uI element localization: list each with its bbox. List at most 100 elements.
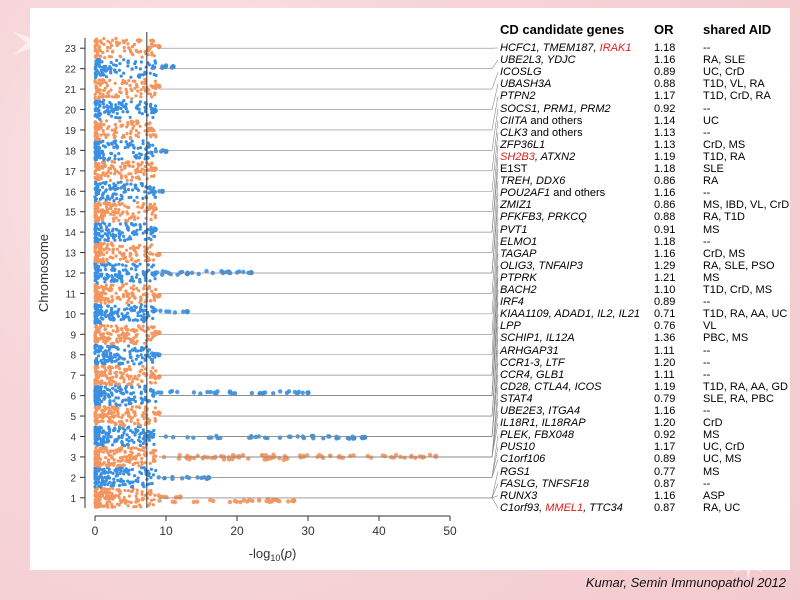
snp-point — [99, 359, 103, 363]
snp-point — [116, 340, 120, 344]
shared-aid: MS — [703, 223, 720, 236]
snp-point — [100, 235, 104, 239]
signal-point — [262, 390, 268, 395]
gene-segment: UBE2L3, YDJC — [500, 54, 576, 67]
gene-row: PVT1 0.91 MS — [500, 224, 790, 236]
snp-point — [100, 60, 104, 64]
snp-point — [125, 301, 129, 305]
snp-point — [111, 110, 115, 114]
gene-row: UBASH3A 0.88 T1D, VL, RA — [500, 78, 790, 90]
snp-point — [93, 390, 97, 394]
odds-ratio: 1.17 — [654, 441, 676, 454]
snp-point — [93, 426, 97, 430]
snp-point — [127, 172, 131, 176]
snp-point — [106, 273, 110, 278]
snp-point — [139, 49, 143, 54]
snp-point — [124, 140, 128, 144]
snp-point — [129, 182, 133, 186]
snp-point — [146, 53, 150, 57]
snp-point — [93, 134, 97, 138]
snp-point — [109, 151, 113, 155]
snp-point — [118, 459, 123, 463]
highlighted-gene: MMEL1 — [545, 501, 584, 514]
snp-point — [141, 348, 145, 352]
snp-point — [120, 157, 124, 161]
snp-point — [122, 58, 126, 62]
snp-point — [96, 339, 100, 343]
snp-point — [125, 270, 129, 274]
snp-point — [94, 53, 98, 57]
signal-point — [191, 499, 196, 505]
snp-point — [113, 154, 117, 158]
snp-point — [119, 391, 123, 395]
snp-point — [119, 286, 123, 290]
snp-point — [130, 438, 134, 442]
snp-point — [123, 482, 127, 487]
snp-point — [131, 164, 135, 169]
snp-point — [102, 102, 106, 106]
snp-point — [99, 39, 103, 43]
snp-point — [126, 228, 130, 232]
snp-point — [126, 336, 131, 341]
odds-ratio: 0.88 — [654, 78, 676, 91]
signal-point — [149, 434, 155, 439]
snp-point — [119, 91, 123, 95]
gene-row: SOCS1, PRM1, PRM2 0.92 -- — [500, 103, 790, 115]
snp-point — [94, 478, 98, 482]
gene-segment: TREH, DDX6 — [500, 175, 566, 188]
odds-ratio: 0.89 — [654, 296, 676, 309]
gene-segment: CIITA — [500, 114, 528, 127]
snp-point — [100, 493, 104, 497]
snp-point — [132, 455, 136, 459]
snp-point — [134, 48, 138, 53]
chromosome-label: 6 — [70, 392, 76, 403]
snp-point — [134, 335, 138, 339]
highlighted-gene: IRAK1 — [599, 42, 632, 54]
snp-point — [138, 243, 142, 247]
snp-point — [134, 168, 138, 172]
gene-row: ELMO1 1.18 -- — [500, 236, 790, 248]
connector-line — [491, 59, 499, 69]
gene-segment: PTPN2 — [500, 90, 536, 103]
snp-point — [128, 235, 132, 239]
snp-point — [97, 286, 101, 290]
gene-segment: LPP — [500, 320, 521, 333]
snp-point — [116, 333, 121, 338]
gene-segment: CD28, CTLA4, ICOS — [500, 380, 602, 393]
snp-point — [119, 140, 123, 144]
snp-point — [124, 282, 129, 286]
gene-names: PVT1 — [500, 224, 528, 236]
gene-names: IRF4 — [500, 296, 524, 308]
snp-point — [93, 415, 97, 419]
snp-point — [93, 40, 98, 44]
signal-point — [247, 498, 252, 503]
gene-names: RGS1 — [500, 466, 530, 478]
odds-ratio: 1.36 — [654, 332, 676, 345]
snp-point — [95, 274, 99, 278]
gene-names: E1ST — [500, 163, 528, 175]
snp-point — [116, 181, 120, 185]
snp-point — [134, 446, 138, 450]
gene-names: UBE2L3, YDJC — [500, 54, 576, 66]
snp-point — [98, 497, 102, 501]
snp-point — [128, 352, 132, 356]
snp-point — [95, 362, 99, 366]
snp-point — [153, 202, 157, 206]
snp-point — [148, 245, 152, 249]
snp-point — [122, 99, 126, 103]
snp-point — [102, 438, 106, 442]
snp-point — [101, 172, 105, 176]
gene-segment: CCR4, GLB1 — [500, 368, 565, 381]
snp-point — [105, 233, 109, 237]
shared-aid: RA, SLE, PSO — [703, 259, 775, 272]
snp-point — [110, 313, 114, 317]
connector-line — [491, 108, 499, 151]
gene-row: ICOSLG 0.89 UC, CrD — [500, 66, 790, 78]
snp-point — [126, 64, 130, 68]
snp-point — [94, 503, 98, 508]
snp-point — [111, 49, 115, 53]
connector-line — [491, 471, 499, 498]
snp-point — [154, 448, 158, 453]
snp-point — [100, 298, 104, 302]
snp-point — [136, 135, 140, 139]
